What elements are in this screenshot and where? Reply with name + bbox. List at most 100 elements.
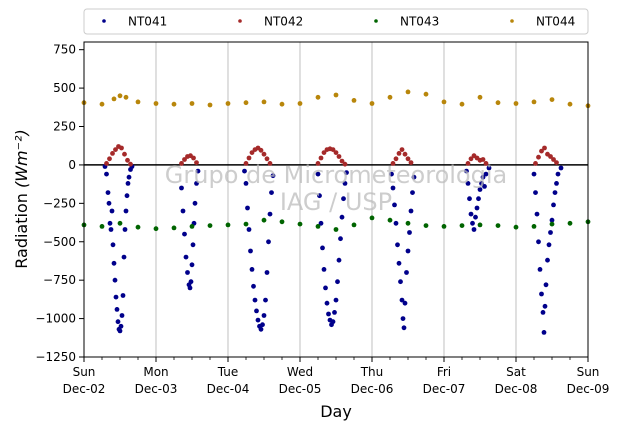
data-point-nt041 bbox=[317, 193, 322, 199]
data-point-nt044 bbox=[123, 94, 129, 100]
data-point-nt041 bbox=[405, 248, 411, 254]
data-point-nt044 bbox=[189, 101, 195, 106]
data-point-nt041 bbox=[263, 297, 268, 303]
legend-marker-nt041 bbox=[102, 19, 106, 23]
data-point-nt042 bbox=[249, 150, 255, 156]
data-point-nt041 bbox=[252, 297, 258, 303]
y-tick-label: −1000 bbox=[35, 312, 76, 326]
data-point-nt041 bbox=[390, 185, 396, 191]
data-point-nt041 bbox=[474, 205, 480, 211]
x-tick-label: Dec-08 bbox=[495, 382, 538, 396]
data-point-nt043 bbox=[297, 221, 303, 227]
data-point-nt041 bbox=[546, 242, 552, 248]
x-axis-title: Day bbox=[320, 402, 352, 421]
y-axis: −1250 −1000 −750 −500 −250 0 250 500 750 bbox=[35, 43, 84, 364]
data-point-nt041 bbox=[554, 181, 559, 186]
data-point-nt041 bbox=[183, 254, 189, 260]
data-point-nt041 bbox=[115, 319, 121, 325]
data-point-nt043 bbox=[243, 221, 249, 227]
data-point-nt042 bbox=[554, 160, 559, 166]
data-point-nt041 bbox=[392, 202, 397, 208]
data-point-nt041 bbox=[330, 319, 336, 325]
data-point-nt041 bbox=[188, 279, 194, 285]
data-point-nt041 bbox=[468, 211, 474, 217]
legend: NT041 NT042 NT043 NT044 bbox=[83, 8, 589, 35]
data-point-nt043 bbox=[333, 227, 339, 232]
y-axis-title-unit: (Wm⁻²) bbox=[12, 129, 31, 188]
data-point-nt041 bbox=[389, 171, 394, 177]
data-point-nt042 bbox=[182, 157, 187, 162]
y-tick-label: 250 bbox=[53, 120, 76, 134]
data-point-nt041 bbox=[251, 283, 256, 289]
data-point-nt041 bbox=[124, 193, 130, 199]
data-point-nt041 bbox=[335, 279, 340, 285]
data-point-nt041 bbox=[411, 174, 417, 180]
data-point-nt041 bbox=[471, 227, 477, 232]
data-point-nt041 bbox=[320, 245, 325, 251]
data-point-nt041 bbox=[407, 230, 412, 235]
data-point-nt042 bbox=[179, 161, 184, 166]
y-axis-title-text: Radiation bbox=[12, 193, 31, 269]
x-tick-label: Dec-04 bbox=[207, 382, 250, 396]
data-point-nt041 bbox=[121, 254, 127, 260]
data-point-nt042 bbox=[125, 157, 130, 163]
data-point-nt041 bbox=[399, 297, 405, 303]
y-tick-label: −1250 bbox=[35, 350, 76, 364]
data-point-nt041 bbox=[395, 242, 400, 248]
data-point-nt042 bbox=[551, 157, 556, 162]
data-point-nt041 bbox=[549, 217, 555, 223]
x-tick-label: Dec-07 bbox=[423, 382, 466, 396]
data-point-nt042 bbox=[405, 156, 411, 162]
data-point-nt041 bbox=[108, 227, 114, 232]
watermark: Grupo de Micrometeorologia IAG / USP bbox=[165, 161, 507, 216]
data-point-nt041 bbox=[106, 200, 112, 206]
data-point-nt044 bbox=[459, 101, 465, 107]
data-point-nt041 bbox=[324, 300, 330, 306]
data-point-nt044 bbox=[441, 99, 447, 105]
data-point-nt041 bbox=[326, 311, 331, 317]
data-point-nt041 bbox=[254, 308, 259, 314]
data-point-nt044 bbox=[261, 99, 267, 105]
data-point-nt041 bbox=[125, 181, 131, 186]
data-point-nt044 bbox=[387, 94, 393, 100]
data-point-nt041 bbox=[401, 325, 407, 331]
series-nt043 bbox=[81, 215, 591, 232]
data-point-nt041 bbox=[338, 236, 343, 242]
data-point-nt042 bbox=[539, 148, 544, 154]
data-point-nt041 bbox=[113, 294, 119, 300]
data-point-nt044 bbox=[171, 101, 177, 107]
data-point-nt043 bbox=[405, 220, 411, 226]
data-point-nt041 bbox=[465, 181, 471, 186]
data-point-nt043 bbox=[567, 220, 573, 226]
data-point-nt041 bbox=[245, 205, 250, 211]
data-point-nt043 bbox=[423, 223, 429, 229]
data-point-nt041 bbox=[182, 231, 187, 237]
data-point-nt041 bbox=[242, 168, 247, 174]
data-point-nt041 bbox=[398, 279, 403, 285]
data-point-nt043 bbox=[369, 215, 375, 221]
data-point-nt044 bbox=[207, 102, 213, 108]
data-point-nt043 bbox=[477, 222, 483, 228]
data-point-nt044 bbox=[279, 101, 285, 107]
data-point-nt042 bbox=[468, 156, 474, 162]
data-point-nt041 bbox=[114, 307, 120, 312]
legend-marker-nt043 bbox=[374, 19, 378, 23]
data-point-nt041 bbox=[249, 267, 255, 272]
data-point-nt041 bbox=[404, 270, 409, 275]
data-point-nt044 bbox=[351, 98, 357, 103]
data-point-nt043 bbox=[459, 223, 465, 229]
data-point-nt041 bbox=[246, 227, 252, 232]
data-point-nt043 bbox=[495, 223, 501, 229]
data-point-nt041 bbox=[555, 171, 561, 177]
data-point-nt041 bbox=[122, 227, 128, 232]
legend-label-nt044: NT044 bbox=[536, 15, 575, 29]
data-point-nt041 bbox=[410, 190, 415, 196]
data-point-nt042 bbox=[339, 158, 345, 164]
x-tick-label: Dec-06 bbox=[351, 382, 394, 396]
data-point-nt041 bbox=[479, 181, 484, 186]
data-point-nt044 bbox=[405, 89, 411, 95]
data-point-nt043 bbox=[549, 221, 555, 227]
data-point-nt041 bbox=[482, 184, 487, 189]
data-point-nt041 bbox=[464, 168, 469, 174]
